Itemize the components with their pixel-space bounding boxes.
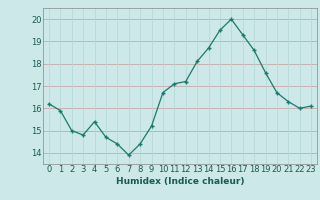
X-axis label: Humidex (Indice chaleur): Humidex (Indice chaleur)	[116, 177, 244, 186]
